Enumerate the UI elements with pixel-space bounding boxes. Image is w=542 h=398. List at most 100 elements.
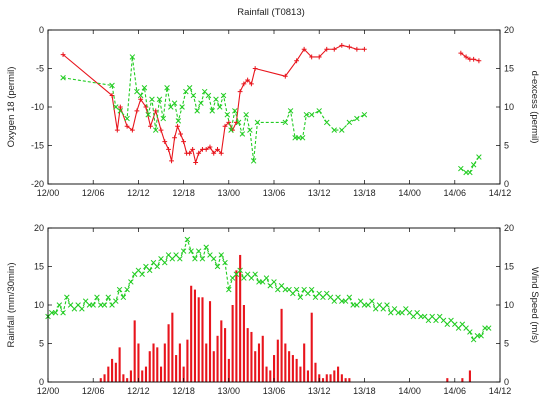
data-point bbox=[339, 127, 345, 133]
rainfall-bar bbox=[295, 358, 298, 382]
y2-tick-label: 20 bbox=[504, 25, 514, 35]
data-point bbox=[64, 294, 70, 301]
series-line bbox=[62, 56, 365, 161]
y2-tick-label: 5 bbox=[504, 339, 509, 349]
x-tick-label: 13/12 bbox=[308, 386, 331, 396]
top-right-axis-label: d-excess (permil) bbox=[529, 71, 540, 144]
rainfall-bar bbox=[276, 339, 279, 382]
data-point bbox=[207, 144, 213, 150]
data-point bbox=[384, 302, 390, 308]
data-point bbox=[181, 139, 186, 145]
data-point bbox=[485, 325, 492, 331]
rainfall-bar bbox=[205, 343, 208, 382]
y2-tick-label: 15 bbox=[504, 64, 514, 74]
rainfall-bar bbox=[239, 254, 242, 382]
rainfall-bar bbox=[114, 362, 117, 382]
y-tick-label: -10 bbox=[31, 102, 44, 112]
data-point bbox=[117, 104, 123, 110]
rainfall-bar bbox=[235, 270, 238, 382]
data-point bbox=[124, 123, 130, 129]
data-point bbox=[463, 54, 469, 60]
data-point bbox=[141, 84, 148, 91]
y2-tick-label: 20 bbox=[504, 223, 514, 233]
data-point bbox=[239, 131, 246, 137]
data-point bbox=[109, 93, 115, 98]
data-point bbox=[113, 104, 119, 110]
data-point bbox=[56, 302, 63, 308]
rainfall-bar bbox=[242, 305, 245, 382]
data-point bbox=[361, 111, 368, 118]
data-point bbox=[190, 92, 197, 99]
data-point bbox=[160, 115, 167, 122]
series-1 bbox=[60, 54, 482, 176]
data-point bbox=[237, 89, 243, 94]
data-point bbox=[178, 131, 183, 137]
rainfall-bar bbox=[280, 308, 283, 382]
data-point bbox=[287, 108, 294, 114]
data-point bbox=[250, 158, 257, 164]
data-point bbox=[271, 279, 277, 285]
data-point bbox=[339, 43, 345, 48]
x-tick-label: 14/06 bbox=[444, 386, 467, 396]
rainfall-bar bbox=[137, 343, 140, 382]
top-left-axis-label: Oxygen 18 (permil) bbox=[6, 67, 17, 148]
data-point bbox=[346, 44, 352, 50]
rainfall-bar bbox=[216, 335, 219, 382]
y2-tick-label: 0 bbox=[504, 377, 509, 387]
data-point bbox=[369, 298, 375, 304]
data-point bbox=[214, 263, 221, 270]
x-tick-label: 14/00 bbox=[398, 188, 421, 198]
rainfall-bar bbox=[133, 320, 136, 382]
y2-tick-label: 10 bbox=[504, 102, 514, 112]
data-point bbox=[203, 244, 209, 251]
data-point bbox=[116, 286, 123, 293]
rainfall-bar bbox=[344, 378, 347, 382]
series-0 bbox=[45, 236, 492, 343]
rainfall-bar bbox=[129, 370, 132, 382]
data-point bbox=[195, 248, 202, 254]
series-line bbox=[47, 237, 489, 341]
series-line bbox=[460, 156, 480, 173]
data-point bbox=[235, 119, 242, 126]
data-point bbox=[354, 46, 360, 52]
data-point bbox=[249, 81, 254, 87]
x-tick-label: 14/12 bbox=[489, 386, 512, 396]
rainfall-bar bbox=[201, 297, 204, 382]
data-point bbox=[148, 123, 153, 129]
rainfall-bar bbox=[446, 378, 449, 382]
rainfall-bar bbox=[257, 343, 261, 382]
data-point bbox=[179, 104, 185, 110]
rainfall-bar bbox=[175, 355, 178, 382]
series-line bbox=[62, 44, 365, 165]
data-point bbox=[162, 139, 168, 145]
x-tick-label: 14/06 bbox=[444, 188, 467, 198]
data-point bbox=[196, 150, 202, 156]
rainfall-bar bbox=[107, 366, 110, 382]
data-point bbox=[113, 298, 119, 304]
data-point bbox=[476, 154, 482, 160]
data-point bbox=[309, 54, 315, 60]
data-point bbox=[211, 150, 217, 156]
rainfall-bar bbox=[144, 366, 148, 382]
x-tick-label: 14/00 bbox=[398, 386, 421, 396]
data-point bbox=[470, 161, 477, 168]
data-point bbox=[263, 275, 270, 281]
data-point bbox=[187, 150, 193, 156]
x-tick-label: 13/06 bbox=[263, 188, 286, 198]
rainfall-bar bbox=[227, 358, 230, 382]
rainfall-bar bbox=[182, 366, 185, 382]
x-tick-label: 12/00 bbox=[37, 386, 60, 396]
data-point bbox=[146, 267, 153, 274]
data-point bbox=[166, 146, 171, 152]
y-tick-label: -20 bbox=[31, 179, 44, 189]
data-point bbox=[188, 248, 194, 254]
data-point bbox=[224, 111, 231, 118]
rainfall-bar bbox=[325, 374, 328, 382]
rainfall-bar bbox=[103, 374, 106, 382]
data-point bbox=[467, 329, 473, 335]
data-point bbox=[164, 84, 170, 91]
y-tick-label: -5 bbox=[36, 64, 44, 74]
data-point bbox=[171, 100, 178, 106]
data-point bbox=[184, 236, 191, 243]
rainfall-bar bbox=[321, 378, 325, 382]
